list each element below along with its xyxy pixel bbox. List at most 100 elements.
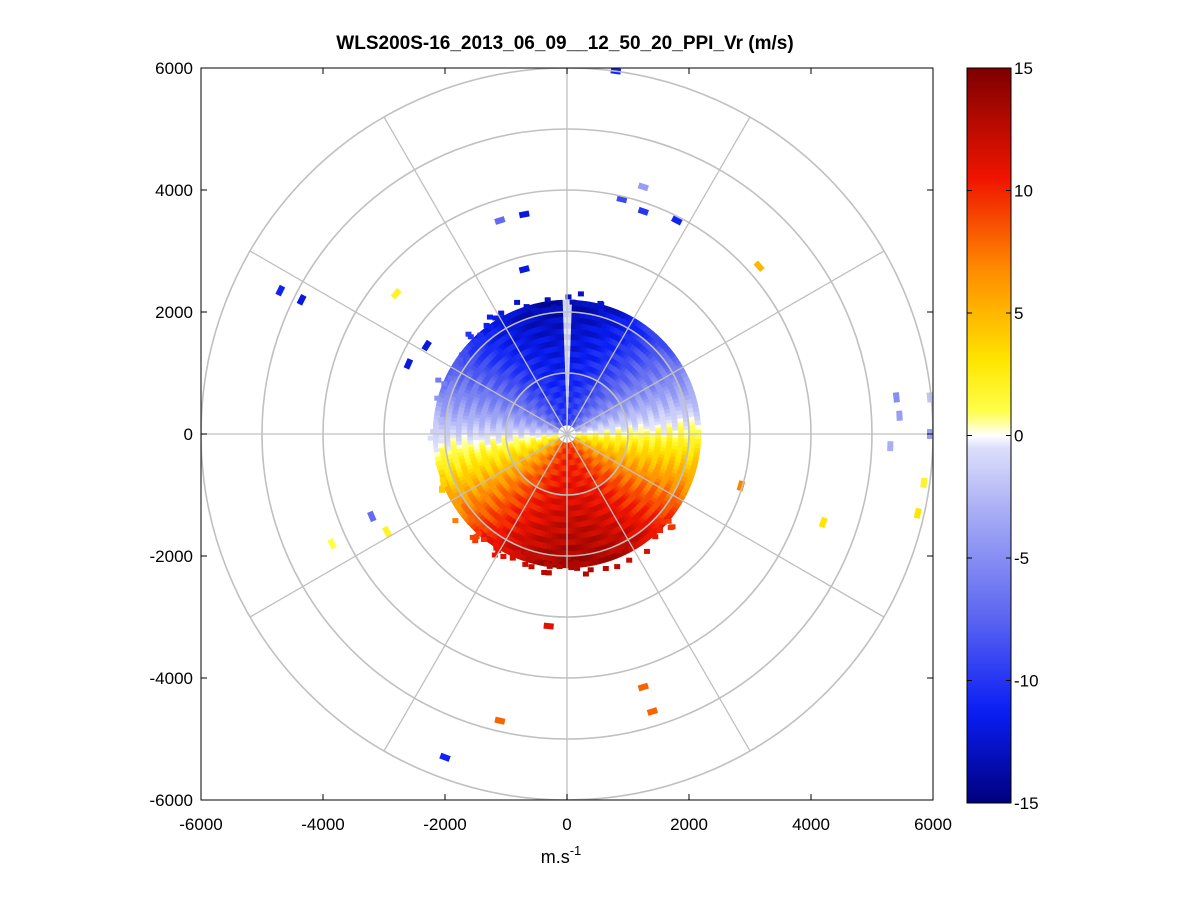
field-cell [694, 424, 702, 430]
field-edge-cell [551, 304, 557, 310]
field-cell [466, 426, 474, 432]
field-cell [570, 305, 577, 312]
field-edge-cell [602, 566, 609, 571]
field-edge-cell [435, 461, 442, 466]
field-cell [694, 438, 702, 444]
field-edge-cell [477, 332, 484, 338]
field-edge-cell [654, 519, 661, 524]
field-cell [560, 522, 565, 529]
field-edge-cell [569, 299, 576, 305]
field-edge-cell [439, 477, 446, 483]
field-edge-cell [438, 443, 444, 449]
field-cell [649, 436, 657, 441]
field-cell [689, 433, 696, 439]
colorbar-tick-label: 15 [1014, 59, 1033, 78]
x-tick-label: -4000 [301, 815, 344, 834]
x-axis-tick-labels: -6000 -4000 -2000 0 2000 4000 6000 [179, 815, 952, 834]
scatter-point [896, 410, 903, 421]
field-edge-cell [569, 561, 576, 567]
field-cell [557, 299, 563, 307]
field-edge-cell [667, 525, 674, 531]
field-edge-cell [614, 564, 621, 570]
field-edge-cell [427, 435, 434, 441]
field-cell [666, 437, 674, 442]
y-tick-label: 2000 [155, 303, 193, 322]
field-cell [660, 436, 668, 442]
scatter-point-mark [887, 441, 894, 452]
field-edge-cell [441, 381, 448, 387]
y-tick-label: 6000 [155, 59, 193, 78]
colorbar-gradient [966, 67, 1012, 804]
plot-area [200, 67, 934, 801]
field-edge-cell [522, 561, 529, 567]
field-edge-cell [616, 548, 623, 554]
scatter-point-mark [543, 622, 554, 630]
field-cell [566, 305, 572, 312]
field-cell [677, 441, 685, 447]
field-edge-cell [574, 565, 581, 571]
field-cell [449, 437, 457, 443]
field-cell [570, 322, 576, 329]
scatter-point-mark [896, 410, 903, 421]
field-cell [569, 333, 575, 341]
colorbar-tick-label: -5 [1014, 549, 1029, 568]
field-cell [570, 544, 576, 552]
field-cell [677, 437, 685, 443]
field-cell [695, 428, 702, 435]
field-cell [554, 544, 560, 552]
field-cell [558, 539, 564, 546]
field-cell [672, 437, 679, 443]
colorbar-tick-label: -15 [1014, 794, 1039, 813]
field-edge-cell [530, 555, 537, 561]
field-cell [554, 538, 560, 546]
field-edge-cell [514, 299, 521, 305]
field-edge-cell [480, 537, 487, 542]
scatter-point [543, 622, 554, 630]
field-edge-cell [444, 389, 451, 395]
field-edge-cell [544, 297, 551, 303]
x-tick-label: 2000 [670, 815, 708, 834]
field-cell [574, 322, 580, 330]
colorbar-tick-label: 5 [1014, 304, 1023, 323]
field-edge-cell [626, 557, 633, 563]
field-cell [695, 433, 702, 440]
colorbar: 15 10 5 0 -5 -10 -15 [966, 59, 1039, 813]
field-edge-cell [438, 438, 445, 444]
field-cell [569, 344, 574, 352]
velocity-field [432, 299, 702, 569]
field-cell [477, 427, 485, 432]
y-axis-tick-labels: 6000 4000 2000 0 -2000 -4000 -6000 [150, 59, 193, 810]
field-edge-cell [551, 560, 558, 566]
field-cell [558, 544, 564, 552]
y-tick-label: 0 [184, 425, 193, 444]
field-edge-cell [577, 291, 584, 297]
field-edge-cell [528, 564, 535, 570]
field-edge-cell [498, 310, 505, 316]
scatter-point [887, 441, 894, 452]
field-cell [560, 516, 565, 524]
x-axis-label-base: m.s [541, 847, 570, 867]
field-cell [559, 527, 565, 535]
field-cell [561, 299, 568, 306]
field-edge-cell [597, 300, 604, 306]
field-cell [570, 316, 576, 324]
field-cell [460, 426, 468, 431]
x-axis-label: m.s-1 [541, 843, 582, 867]
field-cell [677, 425, 685, 431]
x-tick-label: -6000 [179, 815, 222, 834]
y-tick-label: -2000 [150, 547, 193, 566]
field-edge-cell [439, 487, 446, 493]
field-edge-cell [665, 518, 672, 524]
field-cell [575, 305, 581, 313]
field-cell [455, 421, 463, 427]
field-cell [694, 442, 702, 449]
field-cell [472, 427, 479, 432]
y-tick-label: -4000 [150, 669, 193, 688]
field-edge-cell [452, 518, 459, 524]
colorbar-tick-label: -10 [1014, 672, 1039, 691]
x-axis-label-exponent: -1 [570, 843, 582, 858]
scatter-point-mark [892, 392, 900, 403]
x-tick-label: 4000 [792, 815, 830, 834]
x-tick-label: 0 [562, 815, 571, 834]
